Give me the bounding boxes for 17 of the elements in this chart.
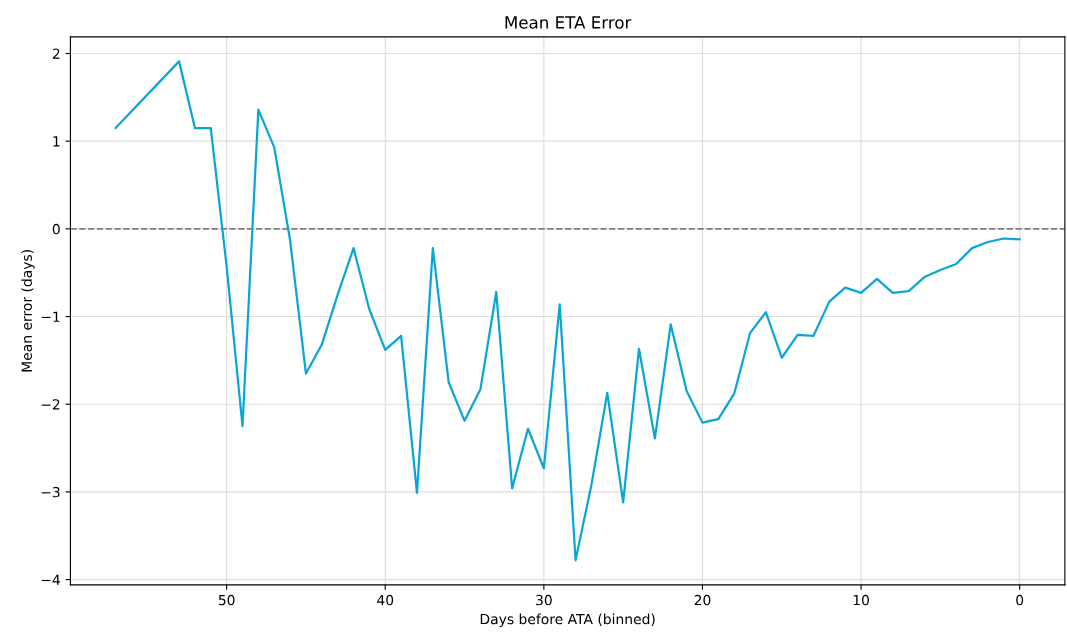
x-tick-label: 0 — [1016, 594, 1024, 606]
y-tick-label: 1 — [53, 136, 60, 147]
chart-title: Mean ETA Error — [505, 16, 632, 29]
y-tick-label: 0 — [52, 223, 60, 235]
y-tick-label: −1 — [41, 311, 60, 322]
x-axis-title: Days before ATA (binned) — [480, 613, 655, 627]
y-tick-label: −3 — [41, 486, 60, 498]
x-tick-label: 10 — [853, 594, 869, 606]
line-series — [114, 60, 1021, 562]
y-axis-title: Mean error (days) — [21, 250, 35, 372]
x-tick-label: 50 — [218, 594, 235, 606]
x-tick-label: 30 — [536, 594, 552, 606]
x-tick-label: 40 — [377, 594, 394, 606]
y-tick-label: −2 — [41, 399, 60, 410]
x-tick-label: 20 — [694, 594, 711, 606]
y-tick-label: −4 — [41, 574, 60, 585]
y-tick-label: 2 — [52, 48, 60, 59]
